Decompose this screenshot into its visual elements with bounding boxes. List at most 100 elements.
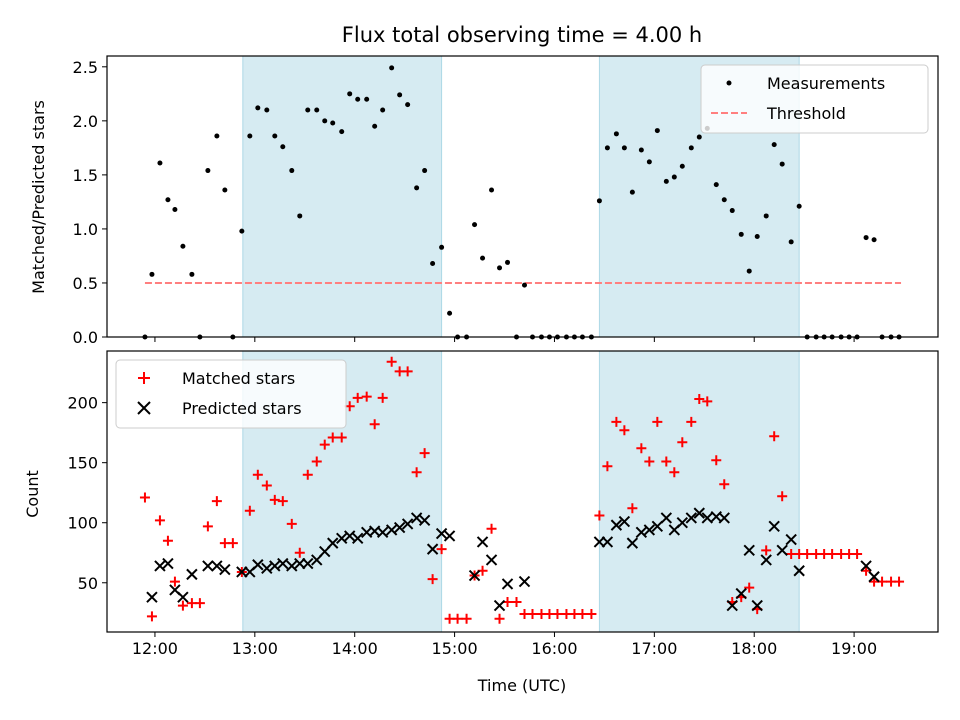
matched-star-point (527, 608, 538, 619)
measurement-point (480, 255, 486, 261)
measurement-point (149, 271, 155, 277)
matched-star-point (486, 523, 497, 534)
predicted-star-point (202, 560, 214, 572)
predicted-star-point (501, 578, 514, 590)
predicted-star-point (162, 557, 174, 570)
legend-box (115, 359, 347, 429)
y-tick-label: 1.5 (73, 166, 98, 185)
matched-star-point (162, 535, 173, 546)
measurement-point (788, 239, 794, 245)
matched-star-point (227, 538, 238, 549)
matched-star-point (269, 494, 280, 505)
legend: Matched stars Predicted stars (115, 359, 347, 429)
x-tick-label: 17:00 (631, 639, 677, 658)
measurement-point (721, 197, 727, 203)
measurement-point (713, 182, 719, 188)
measurement-point (489, 187, 495, 193)
x-tick-label: 16:00 (531, 639, 577, 658)
measurement-point (289, 168, 295, 174)
matched-star-point (694, 394, 705, 405)
predicted-star-point (793, 565, 805, 577)
measurement-point (405, 102, 411, 108)
matched-star-point (377, 392, 388, 403)
predicted-star-point (385, 524, 398, 536)
y-tick-label: 2.0 (73, 112, 98, 131)
predicted-star-point (410, 512, 423, 524)
measurement-point (779, 161, 785, 167)
predicted-star-point (693, 507, 705, 519)
measurement-point (729, 208, 735, 214)
matched-star-point (154, 515, 165, 526)
matched-star-point (711, 455, 722, 466)
matched-star-point (252, 469, 263, 480)
measurement-point (314, 107, 320, 113)
matched-star-point (586, 608, 597, 619)
shaded-interval (598, 350, 800, 633)
predicted-star-point (401, 518, 414, 530)
x-tick-label: 14:00 (332, 639, 378, 658)
measurement-point (264, 107, 270, 113)
measurement-point (372, 123, 378, 129)
matched-star-point (427, 574, 438, 585)
matched-star-point (719, 479, 730, 490)
predicted-star-point (426, 543, 439, 555)
measurement-point (505, 259, 511, 265)
matched-star-point (327, 432, 338, 443)
predicted-star-point (327, 537, 339, 549)
predicted-star-point (476, 536, 489, 548)
matched-star-point (861, 565, 872, 576)
measurement-point (621, 145, 627, 151)
legend: Measurements Threshold (700, 64, 929, 134)
top-panel: 0.0 0.5 1.0 1.5 2.0 2.5 Measurements Threshold (73, 55, 939, 347)
predicted-star-point (435, 527, 448, 540)
legend-label: Matched stars (182, 369, 295, 388)
predicted-star-point (518, 575, 531, 588)
predicted-star-point (868, 571, 880, 583)
predicted-star-point (701, 512, 713, 524)
matched-star-point (552, 608, 563, 619)
measurement-point (239, 228, 245, 234)
legend-label: Predicted stars (182, 399, 302, 418)
matched-star-point (261, 480, 272, 491)
matched-star-point (744, 582, 755, 593)
matched-star-point (402, 366, 413, 377)
measurement-point (414, 185, 420, 191)
legend-measurement-marker (726, 80, 732, 86)
matched-star-point (669, 467, 680, 478)
measurement-point (754, 233, 760, 239)
matched-star-point (702, 396, 713, 407)
matched-star-point (761, 545, 772, 556)
matched-star-point (169, 576, 180, 587)
y-tick-label: 1.0 (73, 220, 98, 239)
legend-box (700, 64, 929, 134)
matched-star-point (894, 576, 905, 587)
measurement-point (255, 105, 261, 111)
x-axis-label: Time (UTC) (477, 676, 566, 695)
measurement-point (613, 131, 619, 137)
matched-star-point (627, 503, 638, 514)
measurement-point (280, 144, 286, 150)
matched-star-point (602, 461, 613, 472)
matched-star-point (644, 456, 655, 467)
measurement-point (771, 142, 777, 148)
predicted-star-point (685, 512, 698, 524)
predicted-star-point (785, 533, 797, 546)
measurement-point (322, 118, 328, 124)
measurement-point (738, 231, 744, 237)
measurement-point (347, 91, 353, 97)
matched-star-point (686, 416, 697, 427)
y-tick-label: 0.5 (73, 274, 98, 293)
measurement-point (422, 168, 428, 174)
matched-star-point (661, 456, 672, 467)
matched-star-point (436, 544, 447, 555)
measurement-point (157, 160, 163, 166)
predicted-star-point (751, 599, 763, 612)
predicted-star-point (443, 530, 456, 542)
measurement-point (172, 206, 178, 212)
predicted-star-point (344, 530, 356, 542)
matched-star-point (302, 469, 313, 480)
predicted-star-point (261, 562, 273, 575)
measurement-point (297, 213, 303, 219)
legend-predicted-marker (137, 401, 151, 415)
matched-star-point (244, 505, 255, 516)
